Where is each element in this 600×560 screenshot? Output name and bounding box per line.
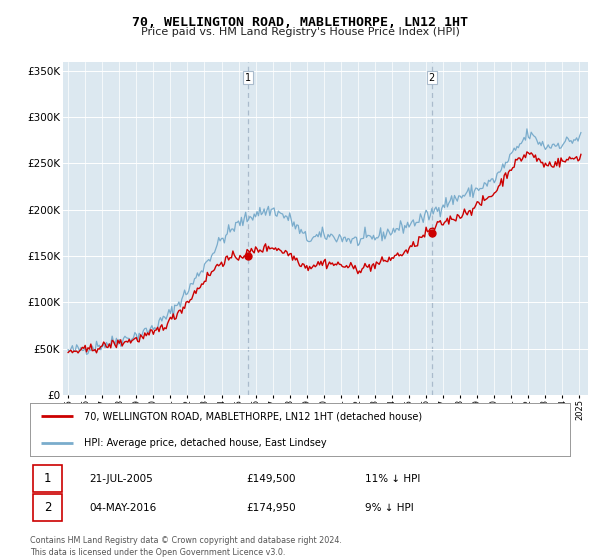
Text: Contains HM Land Registry data © Crown copyright and database right 2024.
This d: Contains HM Land Registry data © Crown c… (30, 536, 342, 557)
Text: 9% ↓ HPI: 9% ↓ HPI (365, 503, 413, 513)
Text: HPI: Average price, detached house, East Lindsey: HPI: Average price, detached house, East… (84, 438, 326, 448)
Text: 70, WELLINGTON ROAD, MABLETHORPE, LN12 1HT (detached house): 70, WELLINGTON ROAD, MABLETHORPE, LN12 1… (84, 412, 422, 422)
Text: 2: 2 (44, 501, 52, 515)
Text: 04-MAY-2016: 04-MAY-2016 (89, 503, 157, 513)
Text: 11% ↓ HPI: 11% ↓ HPI (365, 474, 420, 484)
FancyBboxPatch shape (33, 465, 62, 492)
Text: Price paid vs. HM Land Registry's House Price Index (HPI): Price paid vs. HM Land Registry's House … (140, 27, 460, 37)
FancyBboxPatch shape (33, 494, 62, 521)
Text: 2: 2 (429, 73, 435, 83)
Text: 21-JUL-2005: 21-JUL-2005 (89, 474, 153, 484)
Text: £174,950: £174,950 (246, 503, 296, 513)
Text: 70, WELLINGTON ROAD, MABLETHORPE, LN12 1HT: 70, WELLINGTON ROAD, MABLETHORPE, LN12 1… (132, 16, 468, 29)
Text: 1: 1 (245, 73, 251, 83)
Text: 1: 1 (44, 472, 52, 486)
Text: £149,500: £149,500 (246, 474, 296, 484)
